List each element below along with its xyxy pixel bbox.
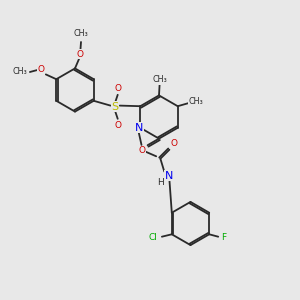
Text: CH₃: CH₃ — [152, 75, 167, 84]
Text: CH₃: CH₃ — [12, 67, 27, 76]
Text: O: O — [114, 84, 121, 93]
Text: N: N — [165, 170, 173, 181]
Text: H: H — [157, 178, 164, 187]
Text: CH₃: CH₃ — [188, 98, 203, 106]
Text: O: O — [77, 50, 84, 58]
Text: N: N — [135, 123, 143, 133]
Text: Cl: Cl — [148, 233, 157, 242]
Text: F: F — [221, 233, 226, 242]
Text: O: O — [138, 146, 145, 155]
Text: O: O — [170, 139, 177, 148]
Text: O: O — [114, 121, 121, 130]
Text: S: S — [112, 102, 119, 112]
Text: CH₃: CH₃ — [74, 29, 88, 38]
Text: O: O — [38, 65, 45, 74]
